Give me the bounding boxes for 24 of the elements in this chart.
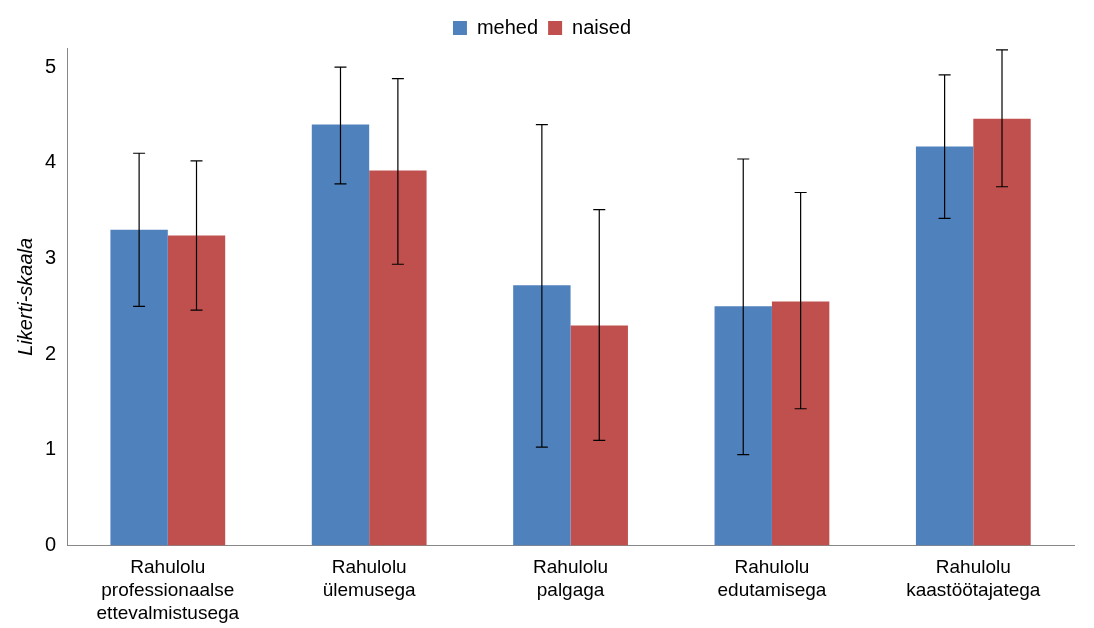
y-tick-label: 0 [45, 533, 57, 556]
legend-label: mehed [476, 15, 539, 38]
legend-label: naised [572, 15, 632, 38]
bar [311, 124, 370, 546]
y-axis-title: Likerti-skaala [13, 237, 36, 356]
bar [973, 118, 1031, 546]
bar [167, 235, 226, 546]
x-tick-label: Rahulolu professionaalse ettevalmistusega [96, 556, 240, 623]
bar [110, 229, 168, 546]
y-tick-label: 4 [45, 150, 57, 173]
x-tick-label: Rahulolu kaastöötajatega [906, 556, 1041, 601]
x-tick-label: Rahulolu palgaga [533, 556, 609, 601]
bar [570, 325, 628, 546]
y-tick-label: 5 [45, 54, 57, 77]
x-tick-label: Rahulolu edutamisega [717, 556, 827, 601]
y-tick-label: 3 [45, 246, 57, 269]
y-tick-label: 2 [45, 341, 57, 364]
x-tick-label: Rahulolu ülemusega [322, 556, 417, 601]
bar [915, 146, 974, 546]
bar [369, 170, 427, 546]
bar [513, 285, 571, 546]
bar [771, 301, 830, 546]
y-tick-label: 1 [45, 437, 57, 460]
bar [714, 306, 772, 546]
